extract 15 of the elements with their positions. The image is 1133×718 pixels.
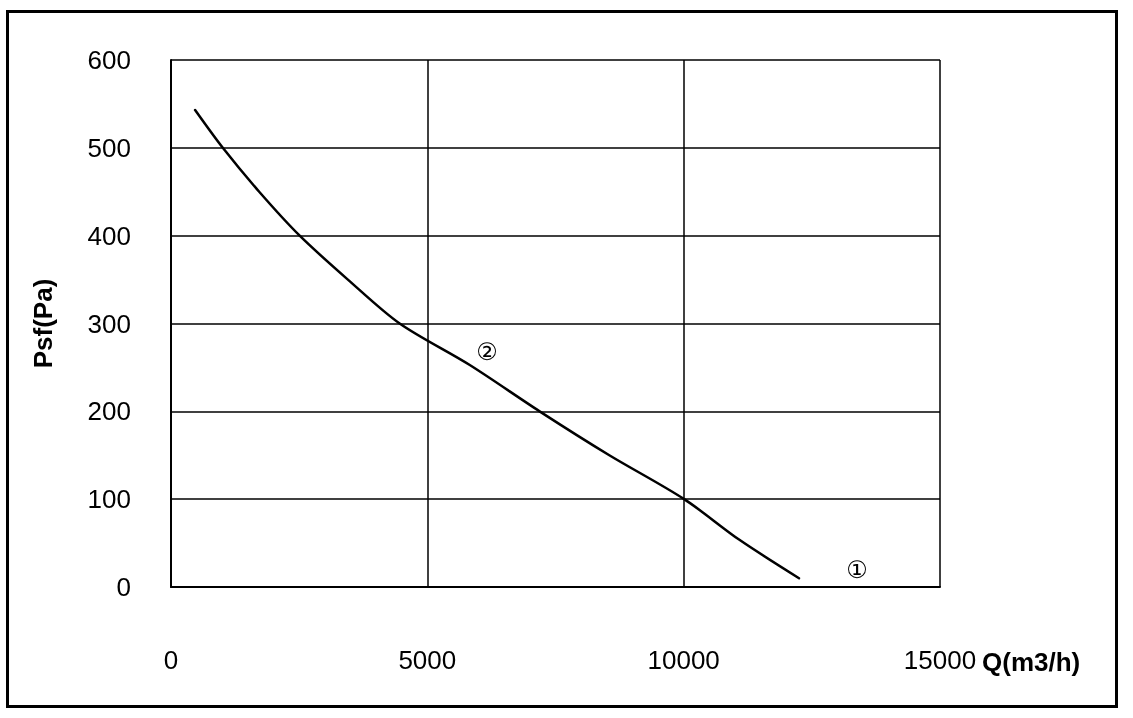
x-tick-label: 15000 — [903, 645, 977, 675]
x-tick-label: 10000 — [647, 645, 720, 675]
y-tick-label: 400 — [87, 220, 131, 251]
annotation: ② — [476, 338, 498, 366]
x-tick-label: 5000 — [398, 645, 457, 675]
y-axis-title: Psf(Pa) — [28, 278, 58, 369]
x-tick-label: 0 — [163, 645, 179, 675]
annotation: ① — [846, 556, 868, 584]
y-tick-label: 200 — [87, 396, 131, 427]
x-axis-title: Q(m3/h) — [982, 647, 1081, 677]
y-tick-label: 300 — [87, 308, 131, 339]
y-tick-label: 600 — [87, 45, 131, 75]
y-tick-label: 0 — [116, 572, 131, 602]
y-tick-label: 500 — [87, 132, 131, 163]
y-tick-label: 100 — [87, 484, 131, 515]
